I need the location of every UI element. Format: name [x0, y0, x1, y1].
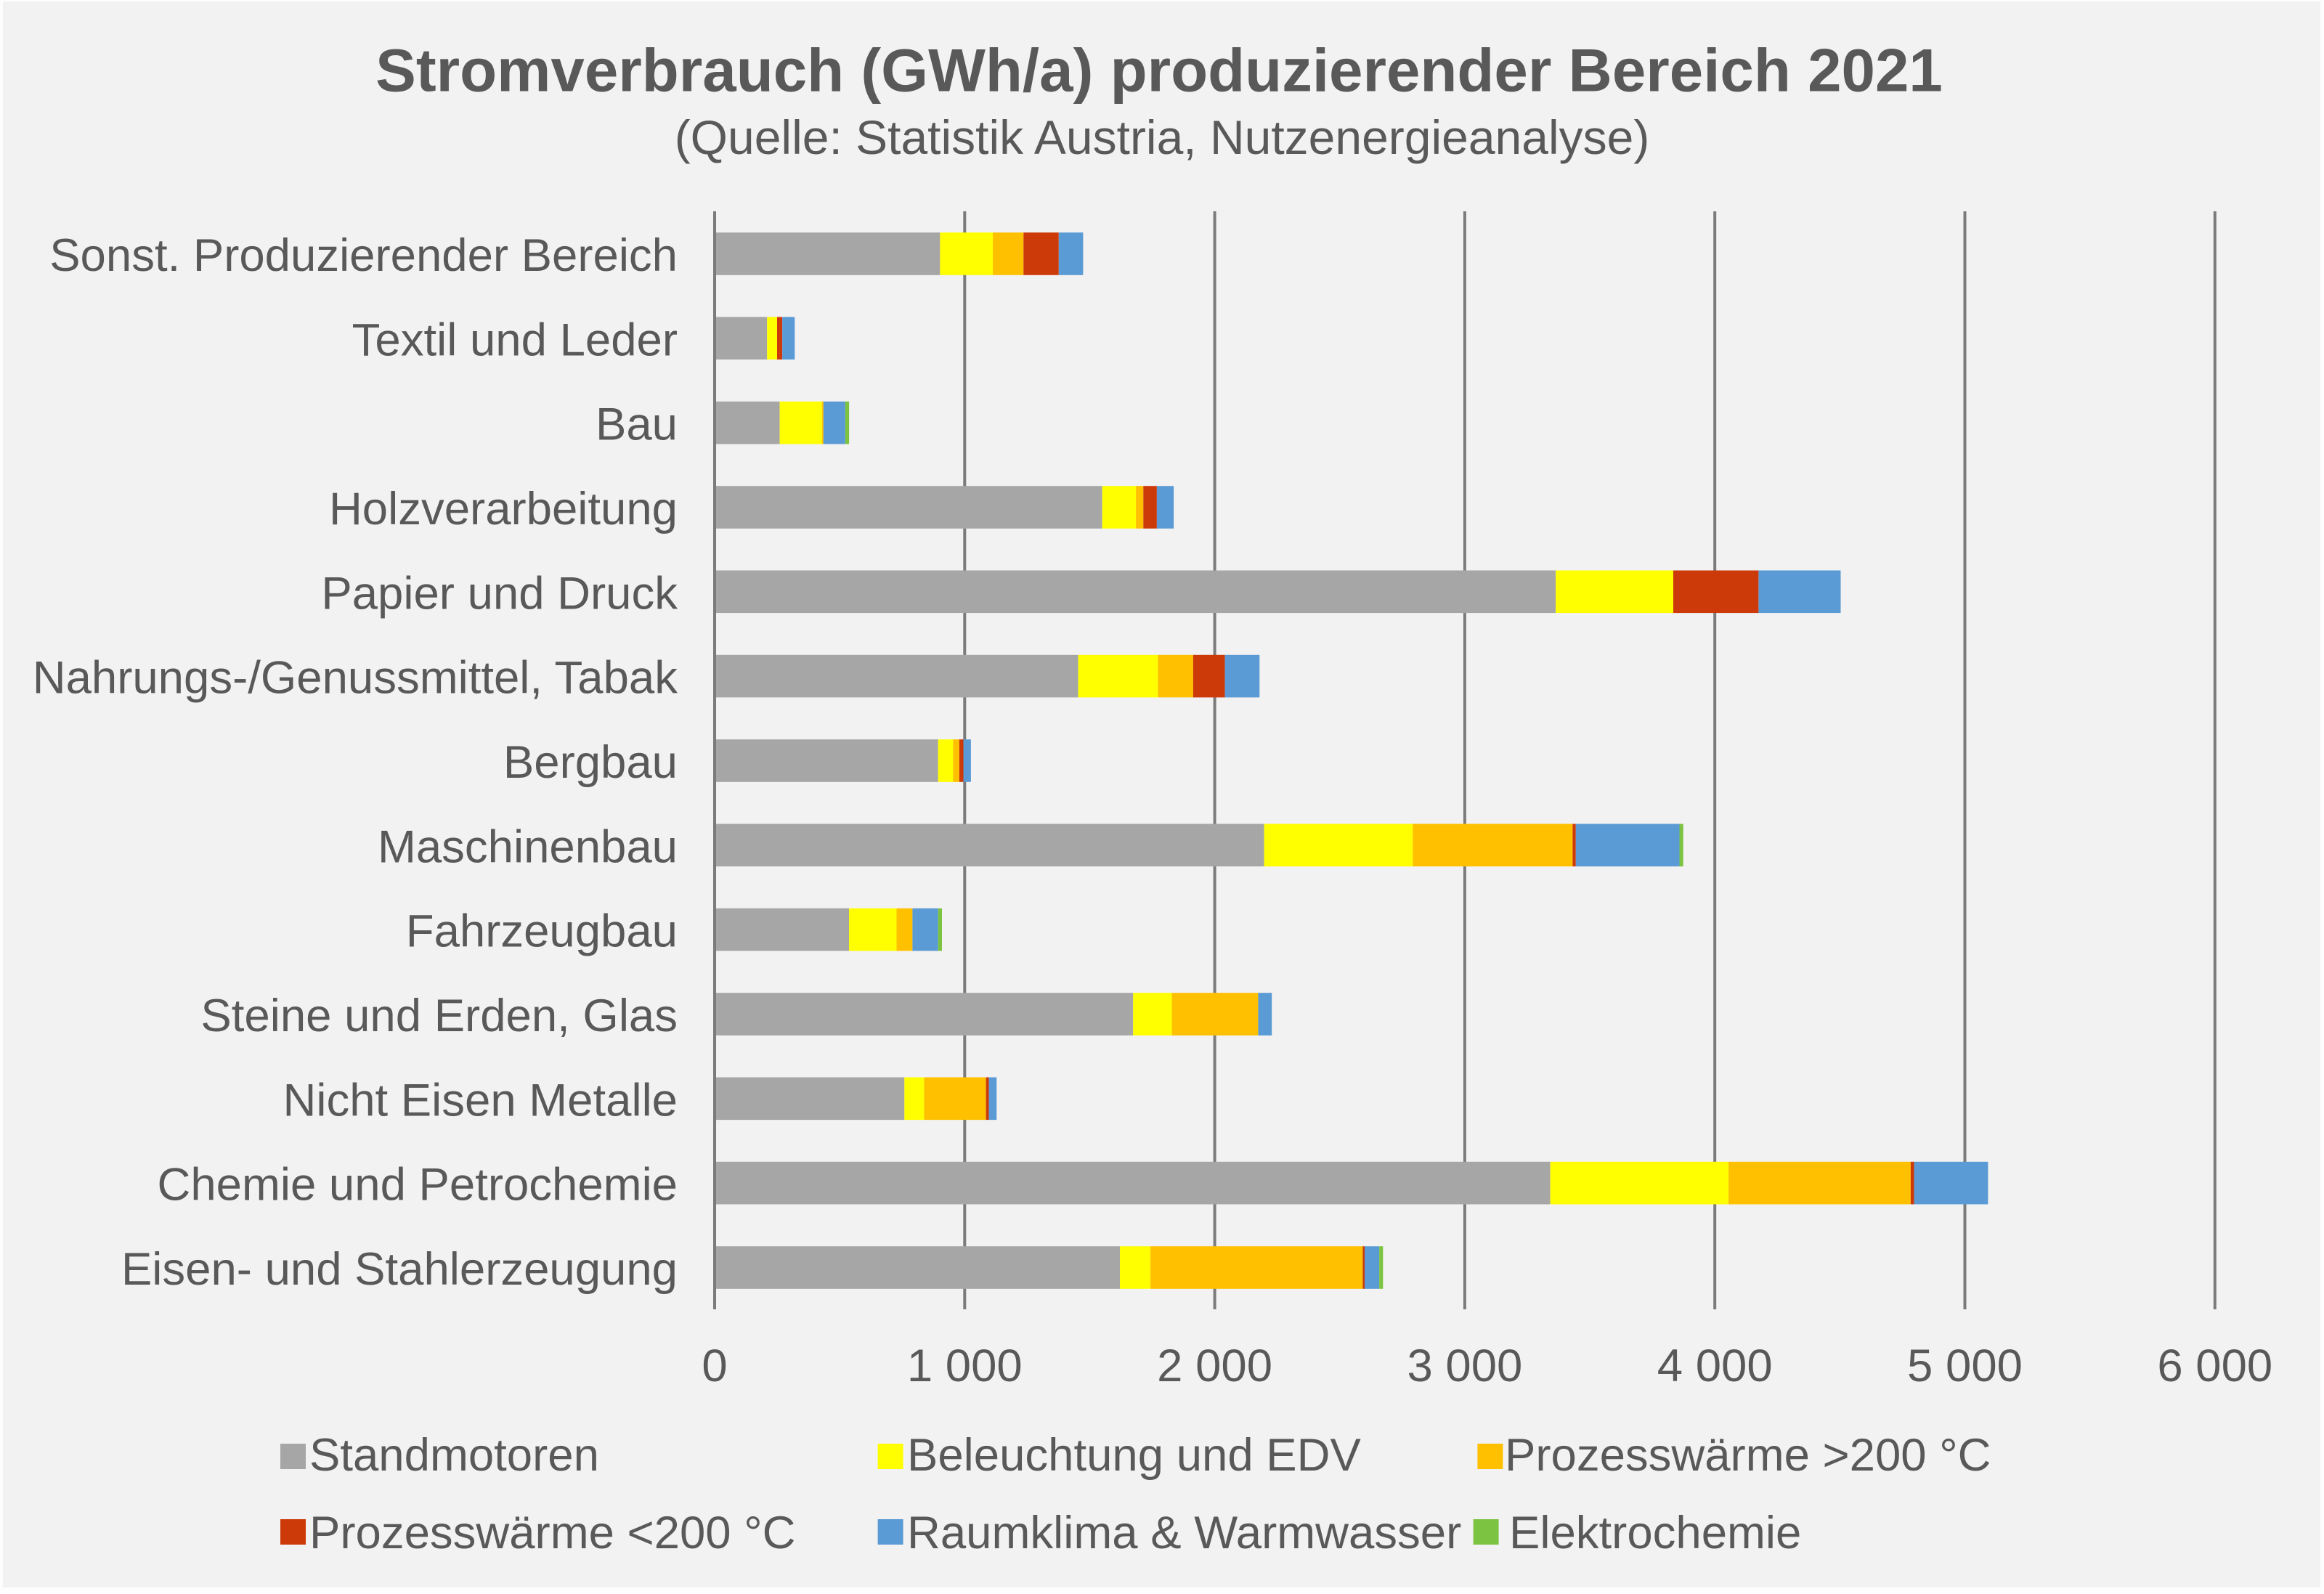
svg-text:6 000: 6 000: [2157, 1341, 2272, 1391]
svg-text:Prozesswärme <200 °C: Prozesswärme <200 °C: [309, 1508, 795, 1558]
svg-text:Maschinenbau: Maschinenbau: [378, 821, 678, 872]
svg-text:0: 0: [702, 1341, 727, 1391]
svg-text:Bergbau: Bergbau: [503, 737, 678, 788]
svg-text:Papier und Druck: Papier und Druck: [321, 568, 678, 619]
svg-text:Fahrzeugbau: Fahrzeugbau: [406, 906, 678, 957]
svg-text:3 000: 3 000: [1407, 1341, 1522, 1391]
svg-text:Nicht Eisen Metalle: Nicht Eisen Metalle: [283, 1075, 678, 1126]
svg-text:Bau: Bau: [596, 399, 678, 450]
svg-text:Chemie und Petrochemie: Chemie und Petrochemie: [157, 1160, 678, 1211]
svg-text:2 000: 2 000: [1157, 1341, 1272, 1391]
svg-text:Steine und Erden, Glas: Steine und Erden, Glas: [200, 991, 678, 1041]
svg-text:Standmotoren: Standmotoren: [309, 1430, 599, 1481]
svg-text:(Quelle: Statistik Austria, Nu: (Quelle: Statistik Austria, Nutzenergiea…: [675, 110, 1650, 164]
svg-text:Beleuchtung und EDV: Beleuchtung und EDV: [907, 1430, 1362, 1481]
svg-text:Eisen- und Stahlerzeugung: Eisen- und Stahlerzeugung: [121, 1244, 678, 1295]
svg-text:Nahrungs-/Genussmittel, Tabak: Nahrungs-/Genussmittel, Tabak: [33, 653, 678, 704]
svg-text:5 000: 5 000: [1907, 1341, 2023, 1391]
svg-text:Raumklima & Warmwasser: Raumklima & Warmwasser: [907, 1508, 1461, 1558]
svg-text:Sonst. Produzierender Bereich: Sonst. Produzierender Bereich: [49, 230, 678, 281]
svg-text:Stromverbrauch (GWh/a) produzi: Stromverbrauch (GWh/a) produzierender Be…: [375, 36, 1943, 105]
svg-text:1 000: 1 000: [907, 1341, 1023, 1391]
svg-text:4 000: 4 000: [1657, 1341, 1773, 1391]
svg-text:Holzverarbeitung: Holzverarbeitung: [329, 484, 678, 534]
svg-text:Textil und Leder: Textil und Leder: [352, 314, 678, 365]
svg-text:Prozesswärme >200 °C: Prozesswärme >200 °C: [1505, 1430, 1991, 1481]
svg-text:Elektrochemie: Elektrochemie: [1509, 1508, 1801, 1558]
